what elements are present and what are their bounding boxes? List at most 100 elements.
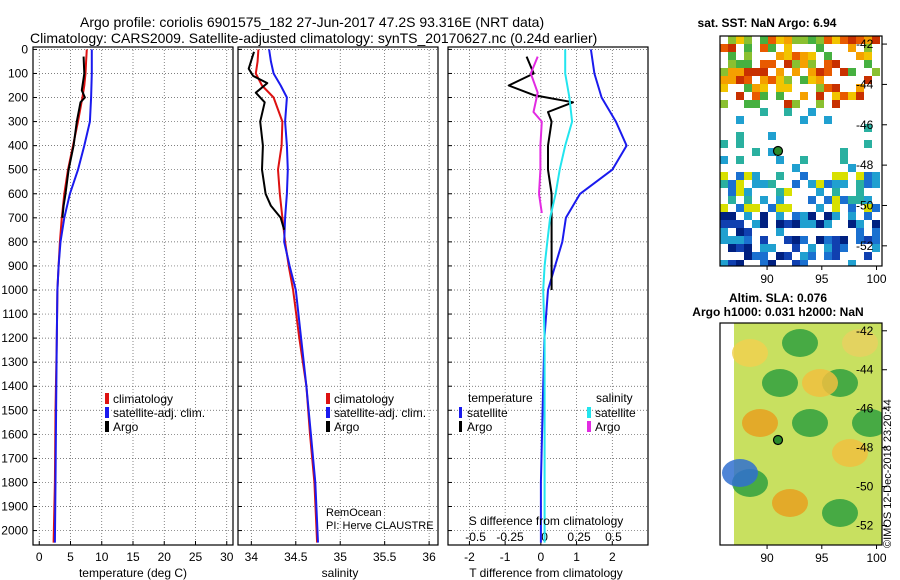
- sst-cell: [776, 188, 784, 196]
- depth-tick-label: 200: [8, 91, 28, 105]
- sst-cell: [736, 204, 744, 212]
- lat-tick-label: -52: [856, 239, 874, 253]
- temperature-argo-line: [507, 56, 574, 290]
- sst-cell: [728, 212, 736, 220]
- sst-cell: [784, 108, 792, 116]
- sst-cell: [744, 252, 752, 260]
- sst-cell: [760, 196, 768, 204]
- temperature-xlabel: temperature (deg C): [79, 566, 187, 580]
- sst-cell: [752, 68, 760, 76]
- sst-cell: [864, 36, 872, 44]
- sst-cell: [872, 220, 880, 228]
- top-x-tick-label: -0.25: [496, 530, 524, 544]
- depth-tick-label: 300: [8, 115, 28, 129]
- sst-cell: [808, 212, 816, 220]
- argo-line: [61, 56, 86, 218]
- sst-cell: [808, 220, 816, 228]
- lat-tick-label: -48: [856, 158, 874, 172]
- sst-cell: [872, 68, 880, 76]
- sst-cell: [800, 60, 808, 68]
- lat-tick-label: -42: [856, 37, 874, 51]
- sst-cell: [720, 172, 728, 180]
- sst-cell: [864, 212, 872, 220]
- top-x-tick-label: -0.5: [465, 530, 486, 544]
- sst-cell: [728, 220, 736, 228]
- x-tick-label: 20: [158, 550, 172, 564]
- sst-cell: [832, 100, 840, 108]
- sst-cell: [800, 92, 808, 100]
- sst-cell: [728, 44, 736, 52]
- legend-clim-label: climatology: [113, 392, 173, 406]
- sst-map-title: sat. SST: NaN Argo: 6.94: [698, 16, 837, 30]
- climatology-line: [254, 49, 319, 543]
- depth-tick-label: 1800: [1, 475, 28, 489]
- sst-cell: [744, 212, 752, 220]
- lat-tick-label: -50: [856, 198, 874, 212]
- sst-cell: [760, 220, 768, 228]
- legend-targo-swatch: [459, 421, 462, 432]
- x-tick-label: -2: [464, 550, 475, 564]
- sst-cell: [784, 84, 792, 92]
- legend-temperature-title: temperature: [468, 391, 533, 405]
- sst-cell: [768, 204, 776, 212]
- sst-cell: [760, 236, 768, 244]
- sst-cell: [776, 204, 784, 212]
- sst-cell: [728, 60, 736, 68]
- x-tick-label: 10: [95, 550, 109, 564]
- x-tick-label: 0: [36, 550, 43, 564]
- depth-tick-label: 1700: [1, 451, 28, 465]
- sst-cell: [744, 52, 752, 60]
- sst-cell: [784, 52, 792, 60]
- sst-cell: [768, 260, 776, 266]
- sst-cell: [832, 244, 840, 252]
- sst-cell: [776, 36, 784, 44]
- sst-cell: [760, 92, 768, 100]
- sst-cell: [864, 172, 872, 180]
- legend-ssat-label: satellite: [595, 406, 636, 420]
- sst-cell: [720, 228, 728, 236]
- sst-cell: [728, 244, 736, 252]
- sst-cell: [800, 156, 808, 164]
- sst-cell: [824, 236, 832, 244]
- sst-cell: [744, 236, 752, 244]
- x-tick-label: 35.5: [373, 550, 397, 564]
- sst-cell: [816, 204, 824, 212]
- sst-cell: [792, 52, 800, 60]
- sst-cell: [744, 84, 752, 92]
- depth-tick-label: 1900: [1, 500, 28, 514]
- difference-legend: temperature satellite Argo salinity sate…: [459, 391, 636, 434]
- sst-cell: [776, 156, 784, 164]
- sst-cell: [840, 180, 848, 188]
- depth-tick-label: 0: [21, 42, 28, 56]
- legend-tsat-label: satellite: [467, 406, 508, 420]
- sst-cell: [760, 108, 768, 116]
- top-x-tick-label: 0.5: [605, 530, 622, 544]
- sst-cell: [864, 180, 872, 188]
- sst-cell: [840, 236, 848, 244]
- legend-sat-swatch: [105, 407, 109, 418]
- sst-cell: [744, 204, 752, 212]
- sst-cell: [784, 44, 792, 52]
- sla-blob: [842, 329, 878, 357]
- sst-cell: [760, 60, 768, 68]
- sst-cell: [784, 220, 792, 228]
- argo-float-marker: [772, 434, 784, 446]
- sst-cell: [744, 68, 752, 76]
- sst-cell: [760, 84, 768, 92]
- legend-sat-label: satellite-adj. clim.: [334, 406, 426, 420]
- sst-cell: [832, 172, 840, 180]
- sst-cell: [832, 252, 840, 260]
- depth-tick-label: 1500: [1, 403, 28, 417]
- sst-cell: [848, 92, 856, 100]
- sst-cell: [840, 148, 848, 156]
- sst-cell: [824, 116, 832, 124]
- sst-cell: [872, 236, 880, 244]
- salinity-xlabel: salinity: [322, 566, 359, 580]
- difference-frame: [447, 46, 649, 546]
- lon-tick-label: 100: [867, 551, 887, 565]
- sst-cell: [792, 260, 800, 266]
- sst-cell: [776, 212, 784, 220]
- title-line-1: Argo profile: coriolis 6901575_182 27-Ju…: [80, 14, 544, 30]
- lon-tick-label: 90: [760, 551, 774, 565]
- sla-blob: [722, 459, 758, 487]
